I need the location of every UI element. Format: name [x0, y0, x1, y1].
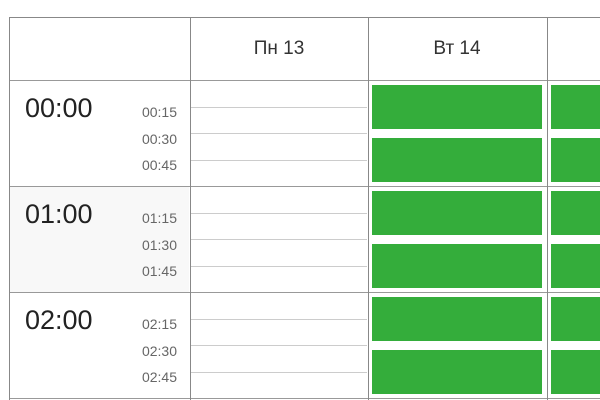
booked-slot[interactable] [551, 85, 600, 129]
day-header-mon: Пн 13 [253, 38, 305, 59]
quarter-label: 02:45 [141, 369, 177, 385]
quarter-gridline [191, 239, 367, 240]
booked-slot[interactable] [551, 297, 600, 341]
hour-divider [10, 292, 600, 293]
column-divider [190, 18, 191, 400]
free-slot[interactable] [194, 138, 364, 182]
booked-slot[interactable] [372, 297, 542, 341]
quarter-label: 01:15 [141, 210, 177, 226]
booked-slot[interactable] [372, 350, 542, 394]
hour-label: 00:00 [25, 93, 93, 123]
booked-slot[interactable] [551, 350, 600, 394]
column-divider [368, 18, 369, 400]
hour-row: 02:00 02:15 02:30 02:45 [10, 293, 189, 398]
free-slot[interactable] [194, 191, 364, 235]
booked-slot[interactable] [372, 85, 542, 129]
free-slot[interactable] [194, 350, 364, 394]
quarter-label: 01:45 [141, 263, 177, 279]
quarter-gridline [191, 345, 367, 346]
quarter-label: 02:15 [141, 316, 177, 332]
quarter-gridline [191, 212, 367, 214]
quarter-gridline [191, 371, 367, 373]
column-divider [547, 18, 548, 400]
schedule-grid: Пн 13 Вт 14 00:00 00:15 00:30 00:45 01:00 01:… [9, 17, 600, 400]
quarter-gridline [191, 265, 367, 267]
booked-slot[interactable] [551, 138, 600, 182]
free-slot[interactable] [194, 297, 364, 341]
quarter-label: 00:30 [141, 130, 177, 147]
quarter-label: 00:15 [141, 104, 177, 120]
quarter-gridline [191, 133, 367, 134]
quarter-label: 01:30 [141, 236, 177, 253]
quarter-gridline [191, 106, 367, 108]
booked-slot[interactable] [372, 191, 542, 235]
hour-row: 01:00 01:15 01:30 01:45 [10, 187, 189, 292]
hour-label: 01:00 [25, 199, 93, 229]
header-divider [10, 80, 600, 81]
booked-slot[interactable] [551, 191, 600, 235]
quarter-label: 02:30 [141, 342, 177, 359]
booked-slot[interactable] [551, 244, 600, 288]
free-slot[interactable] [194, 244, 364, 288]
hour-row: 00:00 00:15 00:30 00:45 [10, 81, 189, 186]
quarter-gridline [191, 318, 367, 320]
free-slot[interactable] [194, 85, 364, 129]
day-header-tue: Вт 14 [433, 38, 481, 59]
hour-label: 02:00 [25, 305, 93, 335]
quarter-gridline [191, 159, 367, 161]
hour-divider [10, 186, 600, 187]
quarter-label: 00:45 [141, 157, 177, 173]
hour-divider [10, 398, 600, 399]
booked-slot[interactable] [372, 244, 542, 288]
booked-slot[interactable] [372, 138, 542, 182]
